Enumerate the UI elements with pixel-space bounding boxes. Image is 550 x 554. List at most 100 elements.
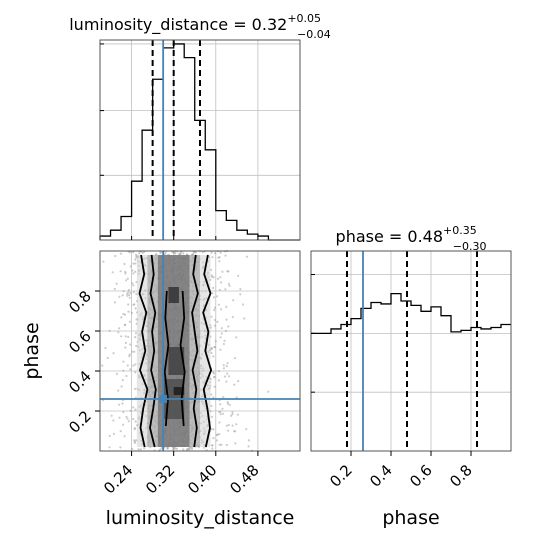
density-sample-point — [234, 442, 237, 445]
density-sample-point — [133, 441, 136, 444]
density-sample-point — [128, 320, 131, 323]
density-sample-point — [174, 252, 177, 255]
density-sample-point — [224, 288, 227, 291]
density-sample-point — [210, 393, 213, 396]
density-sample-point — [226, 402, 229, 405]
density-sample-point — [243, 317, 246, 320]
density-sample-point — [216, 320, 219, 323]
density-sample-point — [132, 284, 135, 287]
density-sample-point — [219, 251, 222, 254]
density-sample-point — [220, 281, 223, 284]
density-sample-point — [214, 252, 217, 255]
density-sample-point — [212, 396, 215, 399]
density-sample-point — [218, 369, 221, 373]
density-sample-point — [124, 341, 127, 345]
density-sample-point — [235, 336, 238, 339]
density-sample-point — [128, 353, 131, 356]
density-frame — [99, 250, 301, 452]
luminosity-distance-title: luminosity_distance = 0.32+0.05 −0.04 — [69, 12, 331, 41]
density-sample-point — [134, 336, 137, 339]
density-sample-point — [218, 443, 221, 446]
density-sample-point — [211, 447, 214, 450]
density-sample-point — [225, 443, 228, 447]
density-sample-point — [133, 439, 136, 442]
density-sample-point — [217, 379, 220, 382]
density-sample-point — [166, 446, 169, 449]
density-sample-point — [212, 296, 216, 299]
density-contour-left — [149, 254, 157, 448]
density-sample-point — [213, 376, 216, 379]
density-sample-point — [134, 270, 137, 273]
density-sample-point — [210, 251, 213, 254]
density-sample-point — [127, 420, 130, 423]
density-sample-point — [132, 364, 135, 367]
density-sample-point — [127, 335, 130, 339]
density-sample-point — [131, 282, 134, 285]
density-sample-point — [132, 291, 135, 294]
density-sample-point — [225, 318, 228, 321]
density-sample-point — [219, 276, 222, 279]
lumdist-hist-steps — [99, 43, 300, 241]
density-sample-point — [133, 387, 137, 390]
density-sample-point — [108, 434, 111, 437]
density-sample-point — [134, 262, 137, 265]
luminosity-distance-histogram-panel — [99, 39, 301, 241]
density-sample-point — [227, 270, 230, 273]
density-sample-point — [227, 282, 230, 285]
density-sample-point — [112, 419, 115, 422]
density-sample-point — [102, 260, 105, 263]
density-sample-point — [213, 345, 216, 349]
density-sample-point — [113, 287, 116, 291]
density-xtick-label: 0.48 — [226, 461, 262, 497]
density-sample-point — [124, 335, 127, 338]
density-sample-point — [231, 424, 234, 427]
x-axis-label-phase: phase — [382, 507, 439, 529]
density-sample-point — [139, 448, 142, 451]
density-sample-point — [120, 316, 123, 319]
density-sample-point — [143, 447, 146, 450]
density-sample-point — [106, 356, 109, 360]
density-sample-point — [131, 350, 134, 353]
density-sample-point — [123, 262, 126, 266]
density-sample-point — [231, 413, 234, 416]
phase-xtick-label: 0.8 — [446, 461, 476, 491]
density-sample-point — [132, 418, 135, 421]
density-sample-point — [210, 415, 214, 418]
density-sample-point — [210, 275, 214, 278]
density-xtick-label: 0.32 — [142, 461, 178, 497]
density-sample-point — [222, 342, 225, 346]
lumdist-hist-frame — [99, 39, 301, 241]
density-sample-point — [115, 372, 118, 375]
density-sample-point — [182, 252, 185, 255]
density-sample-point — [225, 305, 228, 308]
density-sample-point — [123, 435, 126, 438]
density-sample-point — [134, 408, 137, 411]
density-sample-point — [213, 385, 216, 388]
density-sample-point — [120, 385, 123, 388]
density-sample-point — [237, 274, 240, 277]
density-sample-point — [134, 332, 138, 335]
density-sample-point — [227, 375, 231, 378]
density-sample-point — [228, 284, 231, 287]
phase-vs-luminosity-distance-density-panel: 0.24 0.32 0.40 0.48 0.2 0.4 0.6 0.8 — [65, 249, 301, 497]
density-sample-point — [219, 413, 222, 416]
density-sample-point — [236, 413, 239, 416]
density-sample-point — [218, 432, 221, 436]
density-sample-point — [129, 409, 132, 412]
density-sample-point — [225, 380, 228, 383]
density-sample-point — [122, 411, 125, 414]
density-sample-point — [233, 383, 236, 386]
density-truth-marker — [159, 395, 168, 403]
x-axis-label-luminosity-distance: luminosity_distance — [106, 507, 295, 529]
density-sample-point — [122, 290, 125, 293]
density-sample-point — [134, 307, 137, 310]
density-sample-point — [120, 335, 123, 338]
density-sample-point — [215, 295, 219, 298]
density-sample-point — [215, 439, 219, 442]
density-sample-point — [155, 253, 158, 256]
phase-hist-steps — [311, 292, 511, 335]
density-sample-point — [241, 303, 245, 306]
density-sample-point — [203, 446, 206, 449]
density-sample-point — [127, 303, 130, 306]
density-sample-point — [214, 340, 217, 343]
